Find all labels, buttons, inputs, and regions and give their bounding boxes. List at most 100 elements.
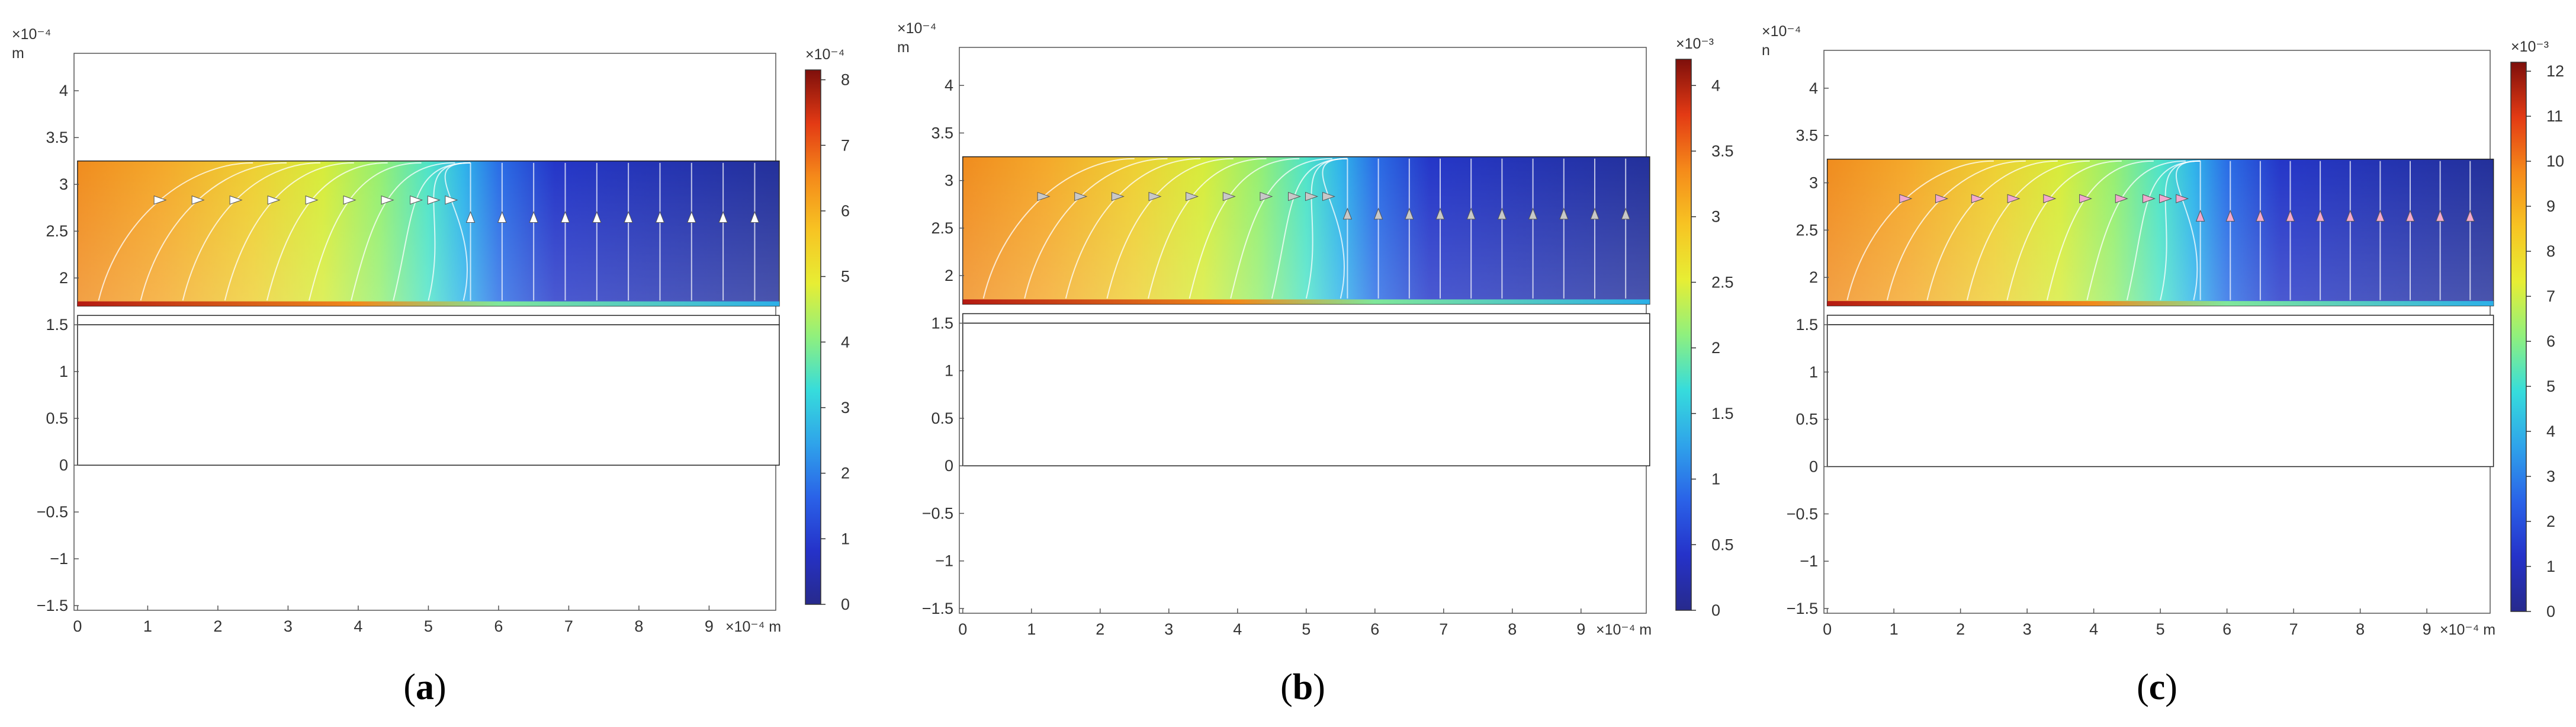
y-tick-label: 3.5 (931, 124, 953, 142)
y-tick-label: 2 (1809, 268, 1818, 286)
x-tick-label: 7 (2289, 620, 2298, 638)
y-axis-unit: m (897, 39, 910, 56)
streamline-arrow (1971, 194, 1984, 203)
thin-layer (1826, 315, 2494, 325)
panel-caption: (c) (2137, 667, 2177, 707)
x-tick-label: 2 (1096, 620, 1104, 638)
y-tick-label: 3 (1809, 174, 1818, 192)
streamline-arrow (1148, 191, 1162, 201)
streamline-arrow (1528, 207, 1538, 220)
colorbar-tick-label: 10 (2546, 152, 2564, 170)
streamline-arrow (1435, 207, 1445, 220)
x-tick-label: 3 (284, 617, 293, 635)
streamline-arrow (1559, 207, 1569, 220)
streamline-arrow (1037, 191, 1051, 201)
streamline-arrow (560, 211, 570, 223)
streamline-arrow (191, 195, 205, 205)
x-tick-label: 1 (143, 617, 152, 635)
x-tick-label: 6 (1370, 620, 1379, 638)
y-tick-label: 1.5 (931, 314, 953, 332)
y-axis-multiplier: ×10⁻⁴ (897, 20, 936, 37)
y-tick-label: 0.5 (931, 409, 953, 427)
colorbar-tick-label: 9 (2546, 197, 2555, 215)
x-tick-label: 1 (1890, 620, 1899, 638)
y-tick-label: −1 (935, 552, 953, 570)
caption-letter: a (416, 667, 434, 707)
colorbar-multiplier: ×10⁻³ (1676, 36, 1714, 52)
streamline-arrow (750, 211, 760, 223)
x-tick-label: 5 (424, 617, 433, 635)
streamline-arrow (2315, 210, 2325, 222)
streamline-arrow (381, 195, 394, 205)
x-tick-label: 5 (1302, 620, 1311, 638)
colorbar-tick-label: 5 (2546, 377, 2555, 395)
y-tick-label: 0 (945, 457, 953, 475)
colorbar-tick-label: 0 (2546, 603, 2555, 620)
colorbar-multiplier: ×10⁻³ (2511, 39, 2549, 55)
panel-b: 0 1 2 3 4 5 6 7 8 9 ×10⁻⁴ m 4 3.5 3 2.5 2 1.5 1 0.5 0 −0.5 −1… (897, 20, 1734, 707)
x-tick-label: 3 (2023, 620, 2032, 638)
x-tick-label: 4 (2089, 620, 2098, 638)
streamline-arrow (1111, 191, 1125, 201)
interface-layer (77, 301, 779, 306)
caption-open: ( (1280, 667, 1293, 707)
colorbar-tick-label: 3 (2546, 467, 2555, 485)
streamline-arrow (1322, 191, 1336, 201)
streamline-arrow (2079, 194, 2093, 203)
y-tick-label: 1 (945, 362, 953, 380)
y-axis-multiplier: ×10⁻⁴ (1762, 23, 1801, 40)
y-tick-label: 1.5 (1796, 316, 1818, 334)
streamline-arrow (153, 195, 167, 205)
colorbar (2510, 62, 2527, 612)
y-tick-label: −1 (50, 550, 68, 568)
streamline-arrow (1899, 194, 1913, 203)
colorbar (1675, 59, 1692, 611)
y-tick-label: −1.5 (37, 597, 68, 614)
y-tick-label: 2 (59, 269, 68, 287)
streamline-arrow (1935, 194, 1949, 203)
x-tick-label: 8 (634, 617, 643, 635)
x-tick-label: 0 (73, 617, 82, 635)
streamline-arrow (1288, 191, 1302, 201)
colorbar-tick-label: 7 (841, 136, 850, 154)
top-layer-shade (77, 161, 779, 306)
colorbar-tick-label: 1 (2546, 558, 2555, 575)
colorbar-tick-label: 0.5 (1711, 536, 1734, 553)
x-axis-multiplier: ×10⁻⁴ m (2440, 622, 2495, 638)
caption-letter: c (2149, 667, 2166, 707)
x-tick-label: 9 (1576, 620, 1585, 638)
y-tick-label: 0.5 (1796, 411, 1818, 428)
streamline-arrow (1342, 207, 1353, 220)
colorbar-tick-label: 1 (841, 530, 850, 547)
colorbar-tick-label: 11 (2546, 107, 2563, 125)
streamline-arrow (655, 211, 665, 223)
x-tick-label: 6 (494, 617, 503, 635)
substrate (1826, 324, 2494, 467)
streamline-arrow (2176, 194, 2189, 203)
streamline-arrow (497, 211, 507, 223)
streamline-arrow (465, 211, 476, 223)
y-tick-label: 4 (945, 76, 953, 94)
streamline-arrow (1590, 207, 1599, 220)
streamline-arrow (1466, 207, 1476, 220)
streamline-arrow (2375, 210, 2385, 222)
panel-caption: (b) (1280, 667, 1325, 707)
colorbar-tick-label: 2 (2546, 513, 2555, 530)
substrate (77, 324, 780, 466)
y-axis-unit: m (12, 45, 24, 62)
colorbar-tick-label: 2.5 (1711, 273, 1734, 291)
x-tick-label: 8 (1508, 620, 1517, 638)
y-tick-label: −0.5 (37, 503, 68, 521)
colorbar-tick-label: 4 (841, 333, 850, 351)
colorbar-tick-label: 4 (2546, 422, 2555, 440)
x-tick-label: 5 (2156, 620, 2165, 638)
caption-close: ) (434, 667, 447, 707)
streamline-arrow (2159, 194, 2173, 203)
colorbar-tick-label: 8 (2546, 242, 2555, 260)
y-tick-label: 3.5 (46, 129, 68, 146)
streamline-arrow (427, 195, 441, 205)
y-tick-label: 1 (1809, 363, 1818, 381)
colorbar-tick-label: 8 (841, 71, 850, 89)
caption-open: ( (403, 667, 416, 707)
